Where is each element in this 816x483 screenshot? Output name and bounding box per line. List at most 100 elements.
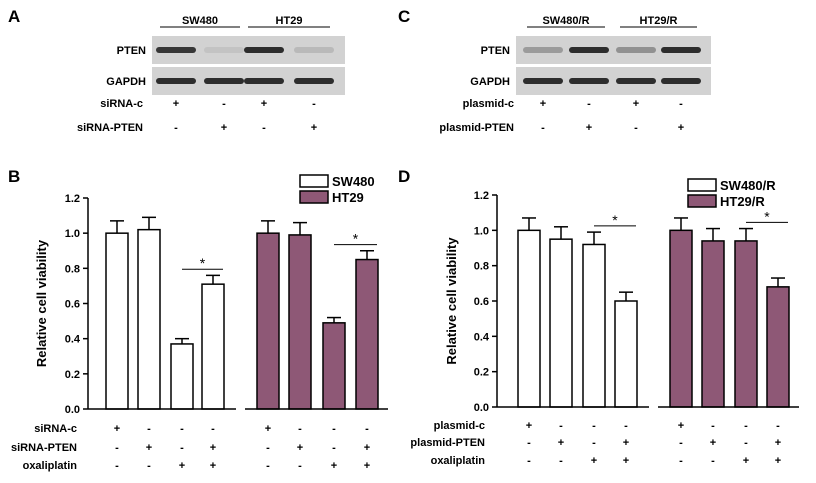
condition-mark: +	[179, 460, 185, 472]
condition-mark: -	[711, 420, 715, 432]
condition-mark: +	[146, 442, 152, 454]
blot-row-label: PTEN	[481, 45, 510, 57]
condition-label: oxaliplatin	[431, 455, 486, 467]
condition-mark: -	[679, 98, 683, 110]
condition-mark: +	[678, 122, 684, 134]
bar-sw480-r	[517, 229, 541, 408]
blot-band	[156, 47, 196, 53]
bar-sw480-r	[582, 243, 606, 408]
blot-band	[294, 47, 334, 53]
blot-band	[616, 47, 656, 53]
condition-mark: -	[559, 455, 563, 467]
significance-star: *	[764, 208, 770, 224]
blot-band	[569, 47, 609, 53]
significance-star: *	[612, 212, 618, 228]
blot-band	[156, 78, 196, 84]
condition-mark: -	[679, 455, 683, 467]
y-tick-label: 0.8	[474, 261, 489, 273]
bar-ht29-r	[669, 229, 693, 408]
condition-mark: -	[180, 442, 184, 454]
bar-ht29	[355, 258, 379, 410]
panel-label-b: B	[8, 167, 20, 186]
y-tick-label: 0.2	[474, 367, 489, 379]
condition-mark: +	[633, 98, 639, 110]
significance-star: *	[200, 255, 206, 271]
condition-mark: +	[591, 455, 597, 467]
condition-mark: -	[592, 437, 596, 449]
y-tick-label: 0.4	[474, 331, 490, 343]
y-tick-label: 0.4	[65, 334, 81, 346]
bar-chart-b: 0.0 0.2 0.4 0.6 0.8 1.0 1.2 Relative cell viabi…	[11, 174, 388, 472]
condition-mark: -	[744, 437, 748, 449]
condition-mark: -	[266, 442, 270, 454]
panel-label-a: A	[8, 7, 20, 26]
legend-label: SW480/R	[720, 178, 776, 193]
condition-mark: +	[526, 420, 532, 432]
condition-mark: +	[173, 98, 179, 110]
bar-sw480	[201, 283, 225, 410]
y-tick-label: 0.0	[65, 404, 80, 416]
condition-mark: -	[634, 122, 638, 134]
bar-ht29-r	[701, 240, 725, 408]
condition-mark: -	[776, 420, 780, 432]
condition-mark: -	[559, 420, 563, 432]
condition-mark: +	[210, 460, 216, 472]
condition-mark: +	[364, 442, 370, 454]
condition-mark: -	[332, 442, 336, 454]
y-tick-label: 0.6	[474, 296, 489, 308]
blot-band	[661, 78, 701, 84]
condition-label: plasmid-PTEN	[410, 437, 485, 449]
y-axis-label: Relative cell viability	[34, 239, 49, 367]
blot-band	[244, 78, 284, 84]
condition-label: siRNA-PTEN	[77, 122, 143, 134]
condition-mark: -	[527, 437, 531, 449]
western-blot-c: SW480/R HT29/R PTEN GAPDH plasmid-c + - + - plasm…	[439, 15, 711, 134]
condition-mark: +	[623, 437, 629, 449]
blot-band	[204, 47, 244, 53]
blot-band	[523, 78, 563, 84]
condition-mark: -	[180, 423, 184, 435]
legend-swatch	[687, 178, 717, 192]
y-tick-label: 0.8	[65, 263, 80, 275]
condition-label: plasmid-PTEN	[439, 122, 514, 134]
condition-mark: -	[587, 98, 591, 110]
group-header: SW480/R	[542, 15, 589, 27]
legend-swatch	[687, 194, 717, 208]
panel-label-c: C	[398, 7, 410, 26]
condition-mark: +	[311, 122, 317, 134]
condition-mark: -	[592, 420, 596, 432]
y-axis-label: Relative cell viability	[444, 237, 459, 365]
condition-mark: +	[221, 122, 227, 134]
bar-ht29-r	[734, 240, 758, 408]
condition-mark: -	[711, 455, 715, 467]
condition-mark: -	[115, 442, 119, 454]
y-tick-label: 0.0	[474, 402, 489, 414]
significance-star: *	[353, 231, 359, 247]
condition-mark: -	[744, 420, 748, 432]
y-tick-label: 1.2	[65, 193, 80, 205]
y-tick-label: 1.0	[474, 225, 489, 237]
condition-mark: +	[586, 122, 592, 134]
bar-ht29	[322, 322, 346, 410]
condition-mark: +	[261, 98, 267, 110]
blot-band	[661, 47, 701, 53]
condition-mark: -	[298, 423, 302, 435]
condition-mark: -	[679, 437, 683, 449]
group-header: HT29/R	[640, 15, 678, 27]
condition-mark: +	[265, 423, 271, 435]
bar-ht29	[256, 232, 280, 410]
bar-chart-d: 0.0 0.2 0.4 0.6 0.8 1.0 1.2 Relative cell viabi…	[410, 178, 799, 467]
condition-mark: +	[540, 98, 546, 110]
condition-mark: +	[678, 420, 684, 432]
condition-mark: +	[297, 442, 303, 454]
condition-label: plasmid-c	[434, 420, 485, 432]
blot-band	[204, 78, 244, 84]
y-tick-label: 0.6	[65, 299, 80, 311]
condition-mark: -	[266, 460, 270, 472]
legend-label: HT29	[332, 190, 364, 205]
bar-ht29	[288, 234, 312, 410]
condition-mark: -	[147, 460, 151, 472]
condition-mark: +	[623, 455, 629, 467]
bar-sw480	[105, 232, 129, 410]
bar-sw480	[170, 343, 194, 410]
